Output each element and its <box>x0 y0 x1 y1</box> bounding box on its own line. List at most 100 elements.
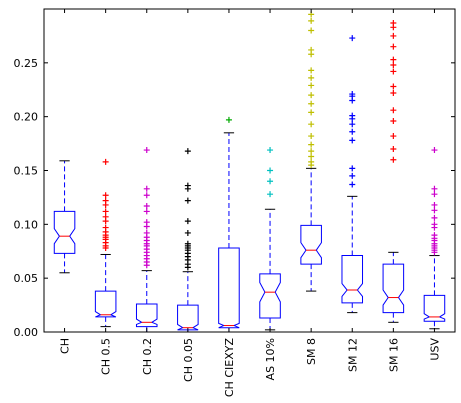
x-tick-label: AS 10% <box>264 338 277 380</box>
flier-point <box>390 89 397 96</box>
y-tick-label: 0.25 <box>14 57 39 70</box>
flier-point <box>308 141 315 148</box>
flier-point <box>184 148 191 155</box>
x-axis: CH CH 0.5 CH 0.2 CH 0.05 CH CIEXYZ AS 10% SM 8… <box>59 9 441 398</box>
flier-point <box>349 35 356 42</box>
flier-point <box>431 191 438 198</box>
y-tick-label: 0.20 <box>14 111 39 124</box>
flier-point <box>349 137 356 144</box>
box-body <box>94 290 117 318</box>
flier-point <box>308 17 315 24</box>
y-tick-label: 0.00 <box>14 326 39 339</box>
y-axis: 0.00 0.05 0.10 0.15 0.20 0.25 <box>14 57 455 339</box>
y-tick-label: 0.10 <box>14 218 39 231</box>
flier-point <box>431 185 438 192</box>
box-body <box>341 255 364 304</box>
flier-point <box>308 109 315 116</box>
x-tick-label: SM 12 <box>346 338 359 372</box>
flier-point <box>102 192 109 199</box>
flier-point <box>308 162 315 169</box>
flier-point <box>390 56 397 63</box>
flier-point <box>390 83 397 90</box>
flier-point <box>390 145 397 152</box>
box-group <box>423 147 446 330</box>
flier-point <box>308 121 315 128</box>
x-tick-label: USV <box>428 338 441 361</box>
flier-point <box>184 218 191 225</box>
plot-frame <box>43 8 456 333</box>
flier-point <box>431 224 438 231</box>
flier-point <box>308 67 315 74</box>
box-body <box>177 304 199 331</box>
x-tick-label: SM 8 <box>305 338 318 365</box>
flier-point <box>267 178 274 185</box>
x-tick-label: CH 0.05 <box>182 338 195 382</box>
flier-point <box>308 51 315 58</box>
flier-point <box>390 61 397 68</box>
flier-point <box>349 121 356 128</box>
flier-point <box>308 27 315 34</box>
flier-point <box>349 128 356 135</box>
flier-point <box>390 68 397 75</box>
flier-point <box>308 133 315 140</box>
flier-point <box>102 201 109 208</box>
box-group <box>177 148 199 333</box>
flier-point <box>267 167 274 174</box>
flier-point <box>143 185 150 192</box>
flier-point <box>390 43 397 50</box>
box-body <box>382 263 405 314</box>
flier-point <box>431 249 438 256</box>
x-tick-label: CH CIEXYZ <box>223 338 236 398</box>
flier-point <box>431 214 438 221</box>
flier-point <box>390 24 397 31</box>
x-tick-label: CH <box>59 338 72 354</box>
flier-point <box>184 185 191 192</box>
flier-point <box>390 32 397 39</box>
flier-point <box>143 147 150 154</box>
box-group <box>53 160 76 274</box>
box-group <box>382 19 405 323</box>
flier-point <box>184 264 191 271</box>
flier-point <box>390 156 397 163</box>
flier-point <box>349 115 356 122</box>
x-tick-label: SM 16 <box>387 338 400 372</box>
box-body <box>300 224 322 265</box>
flier-point <box>102 158 109 165</box>
flier-point <box>308 82 315 89</box>
flier-point <box>184 229 191 236</box>
flier-point <box>184 197 191 204</box>
flier-point <box>308 148 315 155</box>
flier-point <box>349 172 356 179</box>
flier-point <box>225 116 232 123</box>
flier-point <box>431 207 438 214</box>
box-body <box>218 247 240 329</box>
flier-point <box>390 107 397 114</box>
flier-point <box>267 147 274 154</box>
y-tick-label: 0.05 <box>14 272 39 285</box>
flier-point <box>390 117 397 124</box>
flier-point <box>390 133 397 140</box>
box-group <box>218 116 240 333</box>
flier-point <box>349 165 356 172</box>
box-group <box>300 11 322 292</box>
box-body <box>259 273 281 319</box>
box-series <box>53 11 446 333</box>
y-tick-label: 0.15 <box>14 165 39 178</box>
flier-point <box>431 201 438 208</box>
flier-point <box>143 208 150 215</box>
x-tick-label: CH 0.5 <box>100 338 113 375</box>
flier-point <box>308 153 315 160</box>
box-body <box>135 303 158 328</box>
box-group <box>259 147 281 331</box>
flier-point <box>143 223 150 230</box>
flier-point <box>143 262 150 269</box>
flier-point <box>308 100 315 107</box>
flier-point <box>349 97 356 104</box>
flier-point <box>143 192 150 199</box>
box-body <box>53 210 76 254</box>
flier-point <box>267 191 274 198</box>
box-group <box>94 158 117 328</box>
flier-point <box>102 208 109 215</box>
box-body <box>423 294 446 322</box>
